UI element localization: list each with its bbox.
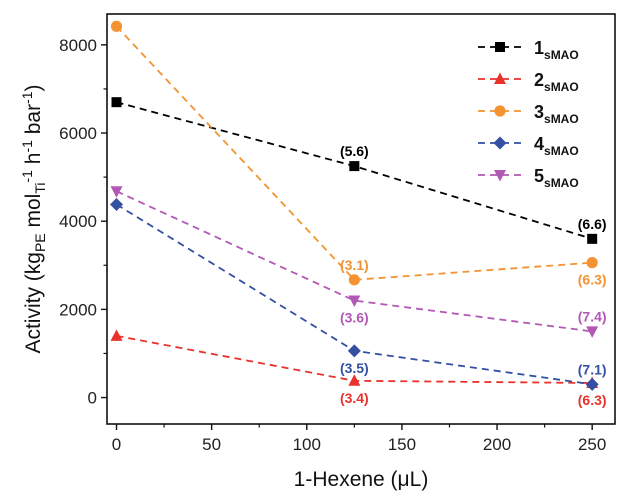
data-label: (6.6)	[578, 216, 607, 232]
x-axis-title: 1-Hexene (μL)	[294, 468, 429, 491]
x-tick-label: 0	[112, 435, 121, 454]
legend: 1sMAO 2sMAO 3sMAO 4sMAO 5sMAO	[478, 38, 579, 190]
legend-item: 3sMAO	[478, 102, 579, 126]
y-tick-label: 4000	[59, 212, 97, 231]
series-layer	[110, 20, 599, 391]
data-label: (7.1)	[578, 361, 607, 377]
series-4sMAO	[110, 197, 599, 391]
data-label: (3.1)	[340, 257, 369, 273]
data-point	[110, 197, 124, 211]
legend-item: 4sMAO	[478, 134, 579, 158]
legend-marker	[493, 136, 507, 150]
legend-label: 3sMAO	[534, 102, 579, 126]
legend-marker	[494, 72, 506, 84]
data-label: (5.6)	[340, 143, 369, 159]
series-line	[116, 203, 593, 386]
data-label: (3.4)	[340, 390, 369, 406]
data-point	[110, 20, 123, 32]
data-point	[587, 233, 598, 244]
axes: 0 50 100 150 200 250 0 2000 4000 6000 8000	[59, 13, 616, 454]
series-5sMAO	[110, 186, 599, 338]
data-label: (3.5)	[340, 360, 369, 376]
data-point	[349, 161, 360, 172]
y-tick-label: 8000	[59, 36, 97, 55]
data-point	[347, 344, 361, 358]
series-line	[116, 190, 593, 333]
legend-label: 4sMAO	[534, 134, 579, 158]
y-axis-title: Activity (kgPE molTi-1 h-1 bar-1)	[19, 84, 48, 353]
series-1sMAO	[111, 97, 598, 244]
x-tick-label: 250	[578, 435, 606, 454]
legend-item: 2sMAO	[478, 70, 579, 94]
legend-marker	[495, 42, 505, 52]
legend-item: 5sMAO	[478, 166, 579, 190]
series-line	[115, 25, 593, 281]
data-label: (7.4)	[578, 308, 607, 324]
legend-item: 1sMAO	[478, 38, 579, 62]
y-tick-label: 0	[88, 389, 97, 408]
legend-marker	[494, 105, 506, 117]
series-3sMAO	[110, 20, 598, 286]
data-point	[586, 257, 598, 269]
legend-label: 1sMAO	[534, 38, 579, 62]
x-tick-label: 200	[483, 435, 511, 454]
y-tick-label: 2000	[59, 300, 97, 319]
x-tick-label: 100	[293, 435, 321, 454]
y-tick-label: 6000	[59, 124, 97, 143]
data-point	[111, 97, 122, 108]
data-labels: (5.6) (6.6) (3.4) (6.3) (3.1) (6.3) (3.5) (7.1)…	[340, 143, 607, 408]
series-2sMAO	[110, 329, 599, 388]
data-label: (6.3)	[578, 272, 607, 288]
x-tick-label: 150	[388, 435, 416, 454]
legend-marker	[494, 170, 506, 182]
legend-label: 2sMAO	[534, 70, 579, 94]
x-tick-label: 50	[202, 435, 221, 454]
data-point	[586, 326, 599, 338]
data-point	[348, 274, 360, 286]
data-point	[110, 186, 123, 198]
data-point	[348, 374, 361, 386]
legend-label: 5sMAO	[534, 166, 579, 190]
data-point	[348, 295, 361, 308]
data-point	[585, 377, 599, 391]
data-point	[110, 329, 123, 341]
plot-frame	[106, 13, 616, 425]
data-label: (6.3)	[578, 392, 607, 408]
data-label: (3.6)	[340, 310, 369, 326]
